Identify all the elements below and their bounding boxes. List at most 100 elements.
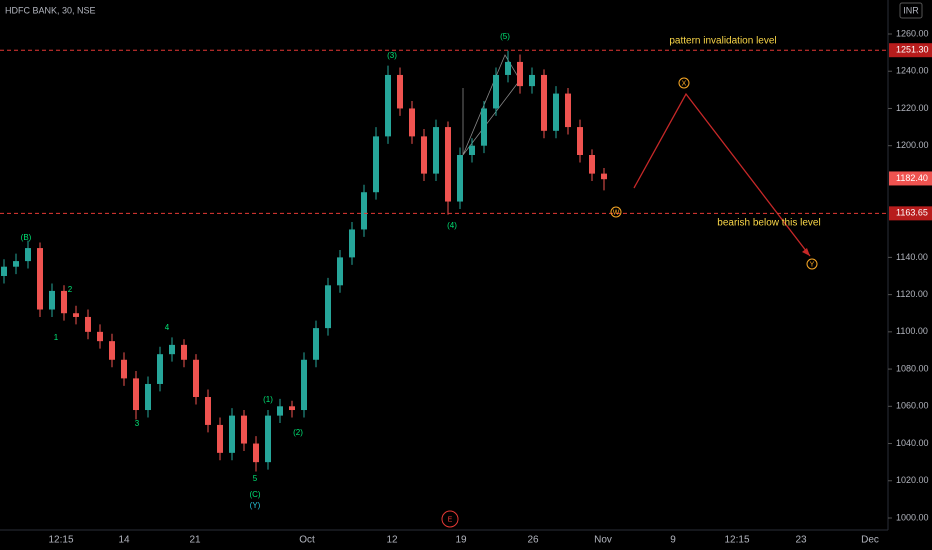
candle-body <box>565 93 571 128</box>
candle-body <box>481 108 487 146</box>
y-tick-label: 1000.00 <box>896 512 929 522</box>
y-tick-label: 1040.00 <box>896 438 929 448</box>
candle-body <box>73 313 79 317</box>
candle-body <box>289 406 295 411</box>
candle-body <box>169 344 175 355</box>
wave-label: 4 <box>165 323 170 332</box>
wave-label: 2 <box>68 285 73 294</box>
wave-circle <box>441 510 459 528</box>
candle-body <box>13 261 19 267</box>
y-tick-label: 1100.00 <box>896 326 928 336</box>
candle-body <box>529 74 535 87</box>
y-tick-label: 1060.00 <box>896 401 929 411</box>
currency-button[interactable] <box>899 2 923 19</box>
x-tick-label: Oct <box>299 535 315 546</box>
candle-body <box>445 127 451 202</box>
wave-label: (C) <box>249 490 260 499</box>
wave-circle-label: X <box>682 80 687 87</box>
candle-body <box>1 266 7 276</box>
candle-body <box>85 316 91 332</box>
candle-body <box>97 331 103 342</box>
projection-line <box>633 92 811 257</box>
candle-body <box>229 415 235 453</box>
candle-body <box>337 257 343 286</box>
wave-label: (2) <box>293 428 303 437</box>
wave-label: 5 <box>253 474 258 483</box>
x-tick-label: 19 <box>455 535 467 546</box>
candle-body <box>253 443 259 463</box>
candle-body <box>37 248 43 310</box>
candle-body <box>325 285 331 329</box>
y-tick-label: 1140.00 <box>896 252 928 262</box>
candle-body <box>121 359 127 379</box>
candle-body <box>313 328 319 360</box>
wave-circle <box>806 258 818 270</box>
wave-circle <box>678 77 690 89</box>
price-tag <box>889 206 932 221</box>
candle-body <box>373 136 379 193</box>
candle-body <box>397 74 403 109</box>
candle-body <box>421 136 427 174</box>
y-tick-label: 1260.00 <box>896 28 929 38</box>
pattern-drawing <box>462 54 521 156</box>
x-tick-label: 9 <box>670 535 676 546</box>
candle-body <box>157 354 163 384</box>
candle-body <box>385 74 391 137</box>
x-tick-label: 12:15 <box>48 535 73 546</box>
x-tick-label: Nov <box>594 535 612 546</box>
candle-body <box>301 359 307 411</box>
arrow-head <box>802 248 810 256</box>
y-tick-label: 1020.00 <box>896 475 929 485</box>
candle-body <box>361 192 367 230</box>
x-tick-label: 14 <box>118 535 130 546</box>
wave-label: (3) <box>387 51 397 60</box>
currency[interactable]: INR <box>903 5 919 15</box>
candle-body <box>409 108 415 137</box>
candle-body <box>601 173 607 180</box>
price-tag-label: 1251.30 <box>896 45 929 55</box>
x-tick-label: Dec <box>861 535 879 546</box>
candle-body <box>205 397 211 425</box>
y-tick-label: 1240.00 <box>896 66 929 76</box>
candle-body <box>109 341 115 360</box>
wave-circle <box>610 206 622 218</box>
candle-body <box>553 93 559 131</box>
candle-body <box>133 378 139 411</box>
candle-body <box>493 74 499 109</box>
candle-body <box>589 155 595 174</box>
candle-body <box>457 155 463 202</box>
candle-body <box>277 406 283 416</box>
candle-body <box>217 424 223 453</box>
price-tag-label: 1163.65 <box>896 208 928 218</box>
wave-circle-label: Y <box>810 261 815 268</box>
candle-body <box>25 248 31 262</box>
candle-body <box>241 415 247 444</box>
last-price-label: 1182.40 <box>896 173 928 183</box>
y-tick-label: 1200.00 <box>896 140 929 150</box>
wave-label: (Y) <box>250 501 261 510</box>
candle-body <box>181 344 187 360</box>
y-tick-label: 1120.00 <box>896 289 928 299</box>
wave-circle-label: W <box>613 209 620 216</box>
wave-label: 3 <box>135 419 140 428</box>
wave-label: (4) <box>447 221 457 230</box>
chart-title: HDFC BANK, 30, NSE <box>5 5 96 15</box>
x-tick-label: 12 <box>386 535 398 546</box>
candle-body <box>433 127 439 174</box>
y-tick-label: 1080.00 <box>896 363 929 373</box>
x-tick-label: 26 <box>527 535 539 546</box>
price-tag <box>889 43 932 58</box>
wave-label: (1) <box>263 395 273 404</box>
wave-label: 1 <box>54 333 59 342</box>
candle-body <box>49 290 55 310</box>
candle-body <box>517 61 523 87</box>
y-tick-label: 1220.00 <box>896 103 929 113</box>
last-price-tag <box>889 171 932 186</box>
candle-body <box>61 290 67 314</box>
candle-body <box>469 145 475 155</box>
level-note: pattern invalidation level <box>669 36 776 47</box>
candle-body <box>541 74 547 131</box>
candle-body <box>193 359 199 397</box>
wave-label: (B) <box>21 233 32 242</box>
